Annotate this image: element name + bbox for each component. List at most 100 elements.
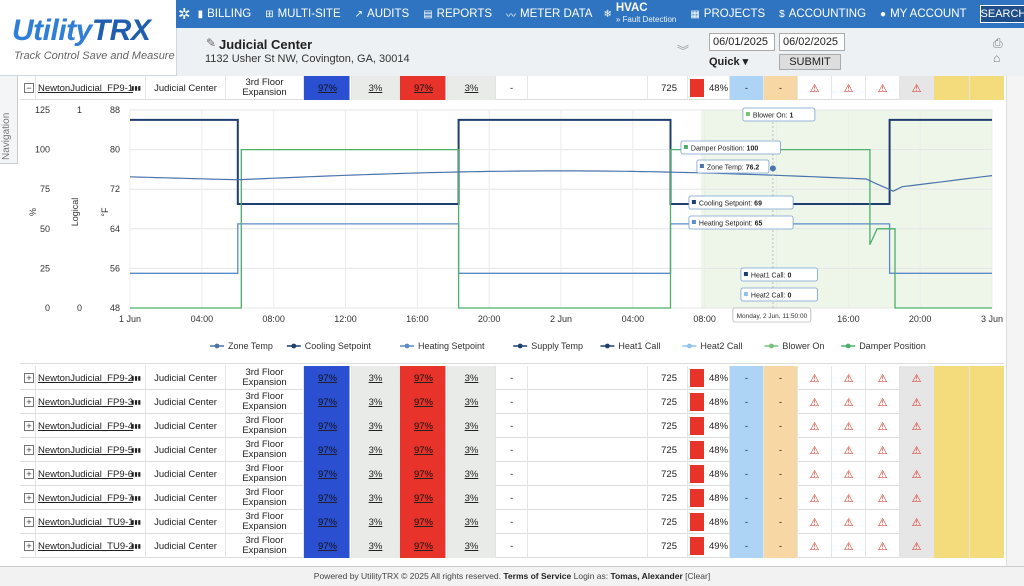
heating-pct-cell[interactable]: 97% — [400, 510, 448, 534]
unit-link[interactable]: NewtonJudicial_FP9-7 — [38, 492, 134, 504]
expand-toggle-icon[interactable]: + — [24, 445, 34, 455]
warning-icon[interactable]: ⚠ — [900, 366, 934, 390]
warning-icon[interactable]: ⚠ — [798, 462, 832, 486]
cooling-off-pct-cell[interactable]: 3% — [352, 534, 400, 558]
heating-pct-cell[interactable]: 97% — [400, 414, 448, 438]
expand-toggle-icon[interactable]: + — [24, 397, 34, 407]
warning-icon[interactable]: ⚠ — [900, 510, 934, 534]
unit-link[interactable]: NewtonJudicial_TU9-1 — [38, 516, 134, 528]
status-a-cell[interactable]: - — [730, 390, 764, 414]
heating-pct-cell[interactable]: 97% — [400, 366, 448, 390]
expand-toggle-icon[interactable]: + — [24, 517, 34, 527]
nav-accounting[interactable]: $ ACCOUNTING — [779, 8, 867, 20]
nav-meter-data[interactable]: 〰 METER DATA — [506, 8, 593, 22]
warning-icon[interactable]: ⚠ — [798, 438, 832, 462]
heating-off-pct-cell[interactable]: 3% — [448, 534, 496, 558]
status-b-cell[interactable]: - — [764, 486, 798, 510]
unit-link[interactable]: NewtonJudicial_FP9-6 — [38, 468, 134, 480]
cooling-pct-cell[interactable]: 97% — [304, 534, 352, 558]
cooling-pct-cell[interactable]: 97% — [304, 366, 352, 390]
row-expand-cell[interactable]: − — [20, 76, 36, 100]
chart-icon[interactable]: ▮▮▮ — [131, 375, 141, 382]
chart-icon[interactable]: ▮▮▮ — [131, 399, 141, 406]
heating-pct-cell[interactable]: 97% — [400, 462, 448, 486]
row-expand-cell[interactable]: + — [20, 462, 36, 486]
warning-icon[interactable]: ⚠ — [832, 76, 866, 100]
expand-toggle-icon[interactable]: + — [24, 373, 34, 383]
unit-link[interactable]: NewtonJudicial_FP9-3 — [38, 396, 134, 408]
heating-pct-cell[interactable]: 97% — [400, 76, 448, 100]
row-expand-cell[interactable]: + — [20, 414, 36, 438]
cooling-pct-cell[interactable]: 97% — [304, 390, 352, 414]
status-a-cell[interactable]: - — [730, 462, 764, 486]
nav-my-account[interactable]: ● MY ACCOUNT — [880, 8, 967, 20]
warning-icon[interactable]: ⚠ — [866, 366, 900, 390]
terms-link[interactable]: Terms of Service — [503, 571, 572, 581]
status-b-cell[interactable]: - — [764, 414, 798, 438]
warning-icon[interactable]: ⚠ — [900, 390, 934, 414]
expand-toggle-icon[interactable]: + — [24, 421, 34, 431]
heating-pct-cell[interactable]: 97% — [400, 486, 448, 510]
warning-icon[interactable]: ⚠ — [900, 462, 934, 486]
warning-icon[interactable]: ⚠ — [798, 534, 832, 558]
warning-icon[interactable]: ⚠ — [866, 390, 900, 414]
chart-icon[interactable]: ▮▮▮ — [131, 85, 141, 92]
cooling-off-pct-cell[interactable]: 3% — [352, 486, 400, 510]
row-expand-cell[interactable]: + — [20, 534, 36, 558]
cooling-pct-cell[interactable]: 97% — [304, 438, 352, 462]
status-a-cell[interactable]: - — [730, 534, 764, 558]
status-b-cell[interactable]: - — [764, 438, 798, 462]
warning-icon[interactable]: ⚠ — [832, 366, 866, 390]
heating-off-pct-cell[interactable]: 3% — [448, 510, 496, 534]
nav-billing[interactable]: ▮ BILLING — [197, 8, 252, 20]
warning-icon[interactable]: ⚠ — [900, 76, 934, 100]
row-expand-cell[interactable]: + — [20, 510, 36, 534]
status-a-cell[interactable]: - — [730, 414, 764, 438]
unit-link[interactable]: NewtonJudicial_FP9-5 — [38, 444, 134, 456]
status-b-cell[interactable]: - — [764, 390, 798, 414]
status-b-cell[interactable]: - — [764, 462, 798, 486]
cooling-pct-cell[interactable]: 97% — [304, 414, 352, 438]
cooling-off-pct-cell[interactable]: 3% — [352, 76, 400, 100]
clear-link[interactable]: [Clear] — [685, 571, 711, 581]
warning-icon[interactable]: ⚠ — [798, 366, 832, 390]
heating-off-pct-cell[interactable]: 3% — [448, 390, 496, 414]
warning-icon[interactable]: ⚠ — [866, 414, 900, 438]
unit-link[interactable]: NewtonJudicial_FP9-4 — [38, 420, 134, 432]
search-input[interactable]: SEARCH — [979, 5, 1024, 23]
status-a-cell[interactable]: - — [730, 486, 764, 510]
heating-pct-cell[interactable]: 97% — [400, 390, 448, 414]
home-icon[interactable]: ⌂ — [993, 51, 1001, 65]
row-expand-cell[interactable]: + — [20, 438, 36, 462]
warning-icon[interactable]: ⚠ — [798, 76, 832, 100]
logo[interactable]: UtilityTRX — [12, 14, 151, 47]
chart-icon[interactable]: ▮▮▮ — [131, 423, 141, 430]
warning-icon[interactable]: ⚠ — [798, 486, 832, 510]
heating-pct-cell[interactable]: 97% — [400, 534, 448, 558]
row-expand-cell[interactable]: + — [20, 486, 36, 510]
warning-icon[interactable]: ⚠ — [900, 534, 934, 558]
quick-dropdown[interactable]: Quick ▾ — [709, 56, 749, 68]
warning-icon[interactable]: ⚠ — [866, 438, 900, 462]
cooling-pct-cell[interactable]: 97% — [304, 510, 352, 534]
expand-toggle-icon[interactable]: + — [24, 493, 34, 503]
nav-projects[interactable]: ▦ PROJECTS — [690, 8, 766, 20]
warning-icon[interactable]: ⚠ — [798, 414, 832, 438]
cooling-off-pct-cell[interactable]: 3% — [352, 390, 400, 414]
warning-icon[interactable]: ⚠ — [832, 486, 866, 510]
heating-off-pct-cell[interactable]: 3% — [448, 366, 496, 390]
cooling-off-pct-cell[interactable]: 3% — [352, 510, 400, 534]
expand-toggle-icon[interactable]: + — [24, 469, 34, 479]
status-b-cell[interactable]: - — [764, 76, 798, 100]
warning-icon[interactable]: ⚠ — [832, 390, 866, 414]
cooling-off-pct-cell[interactable]: 3% — [352, 438, 400, 462]
unit-link[interactable]: NewtonJudicial_TU9-2 — [38, 540, 134, 552]
nav-reports[interactable]: ▤ REPORTS — [423, 8, 493, 20]
status-b-cell[interactable]: - — [764, 534, 798, 558]
cooling-pct-cell[interactable]: 97% — [304, 76, 352, 100]
warning-icon[interactable]: ⚠ — [866, 462, 900, 486]
status-a-cell[interactable]: - — [730, 510, 764, 534]
heating-pct-cell[interactable]: 97% — [400, 438, 448, 462]
warning-icon[interactable]: ⚠ — [900, 438, 934, 462]
expand-toggle-icon[interactable]: + — [24, 541, 34, 551]
